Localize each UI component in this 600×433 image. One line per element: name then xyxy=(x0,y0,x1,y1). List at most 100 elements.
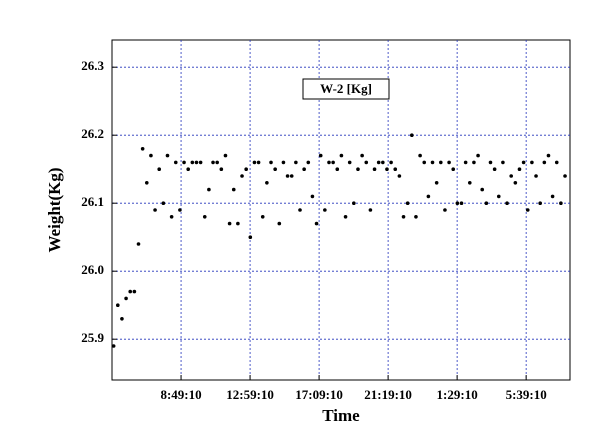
data-point xyxy=(418,153,422,158)
data-point xyxy=(496,194,501,199)
data-point xyxy=(269,160,273,165)
data-point xyxy=(227,221,232,226)
y-axis-label: Weight(Kg) xyxy=(45,168,64,253)
data-point xyxy=(501,160,505,165)
data-point xyxy=(248,235,253,239)
data-point xyxy=(265,181,269,185)
data-point xyxy=(298,208,302,212)
data-point xyxy=(389,160,393,165)
data-point xyxy=(426,194,431,199)
data-point xyxy=(194,160,199,165)
data-point xyxy=(323,208,327,212)
data-point xyxy=(157,167,162,171)
data-point xyxy=(331,160,335,165)
data-point xyxy=(401,215,406,219)
data-point xyxy=(414,215,418,219)
data-point xyxy=(136,242,141,246)
data-point xyxy=(244,167,248,171)
data-point xyxy=(492,167,497,171)
data-point xyxy=(302,167,306,171)
y-tick-label: 26.0 xyxy=(81,262,104,277)
data-point xyxy=(430,160,435,165)
data-point xyxy=(223,153,228,158)
data-point xyxy=(182,160,186,165)
data-point xyxy=(372,167,377,171)
data-point xyxy=(310,194,315,199)
data-point xyxy=(364,160,369,165)
data-point xyxy=(463,160,468,165)
data-point xyxy=(207,187,211,192)
y-tick-label: 26.3 xyxy=(81,58,104,73)
data-point xyxy=(140,147,145,151)
x-tick-label: 17:09:10 xyxy=(295,387,343,402)
data-point xyxy=(393,167,398,171)
data-point xyxy=(169,215,174,219)
data-point xyxy=(190,160,195,165)
x-tick-label: 5:39:10 xyxy=(506,387,547,402)
data-point xyxy=(538,201,542,205)
data-point xyxy=(525,208,530,212)
y-tick-label: 26.2 xyxy=(81,126,104,141)
data-point xyxy=(385,167,389,171)
data-point xyxy=(132,289,137,294)
y-tick-label: 26.1 xyxy=(81,194,104,209)
data-point xyxy=(252,160,257,165)
data-point xyxy=(343,215,348,219)
data-point xyxy=(550,194,555,199)
data-point xyxy=(352,201,356,205)
data-point xyxy=(289,174,294,178)
data-point xyxy=(447,160,451,165)
x-tick-label: 1:29:10 xyxy=(437,387,478,402)
data-point xyxy=(215,160,219,165)
data-point xyxy=(124,296,128,301)
annotation: W-2 [Kg] xyxy=(320,81,372,96)
data-point xyxy=(451,167,456,171)
data-point xyxy=(422,160,427,165)
data-point xyxy=(294,160,298,165)
data-point xyxy=(530,160,534,165)
data-point xyxy=(505,201,509,205)
data-point xyxy=(476,153,480,158)
data-point xyxy=(256,160,261,165)
data-point xyxy=(314,221,319,226)
data-point xyxy=(472,160,476,165)
data-point xyxy=(410,133,414,137)
data-point xyxy=(128,289,133,294)
data-point xyxy=(480,187,485,192)
data-point xyxy=(120,317,124,321)
points xyxy=(111,133,567,348)
data-point xyxy=(513,181,518,185)
data-point xyxy=(546,153,551,158)
data-point xyxy=(335,167,340,171)
data-point xyxy=(186,167,190,171)
data-point xyxy=(509,174,513,178)
annotation-box xyxy=(302,78,390,100)
data-point xyxy=(318,153,323,158)
data-point xyxy=(149,153,153,158)
data-point xyxy=(488,160,493,165)
data-point xyxy=(115,303,120,308)
data-point xyxy=(277,221,282,226)
data-point xyxy=(542,160,547,165)
data-point xyxy=(236,221,240,226)
data-point xyxy=(327,160,331,165)
data-point xyxy=(434,181,439,185)
data-point xyxy=(521,160,526,165)
x-tick-label: 8:49:10 xyxy=(160,387,201,402)
x-axis-label: Time xyxy=(322,406,360,425)
data-point xyxy=(231,187,236,192)
data-point xyxy=(240,174,244,178)
data-point xyxy=(554,160,559,165)
data-point xyxy=(459,201,464,205)
data-point xyxy=(368,208,373,212)
data-point xyxy=(161,201,166,205)
data-point xyxy=(260,215,265,219)
data-point xyxy=(517,167,522,171)
data-point xyxy=(273,167,277,171)
data-point xyxy=(559,201,563,205)
data-point xyxy=(455,201,460,205)
data-point xyxy=(281,160,286,165)
data-point xyxy=(144,181,149,185)
data-point xyxy=(219,167,224,171)
